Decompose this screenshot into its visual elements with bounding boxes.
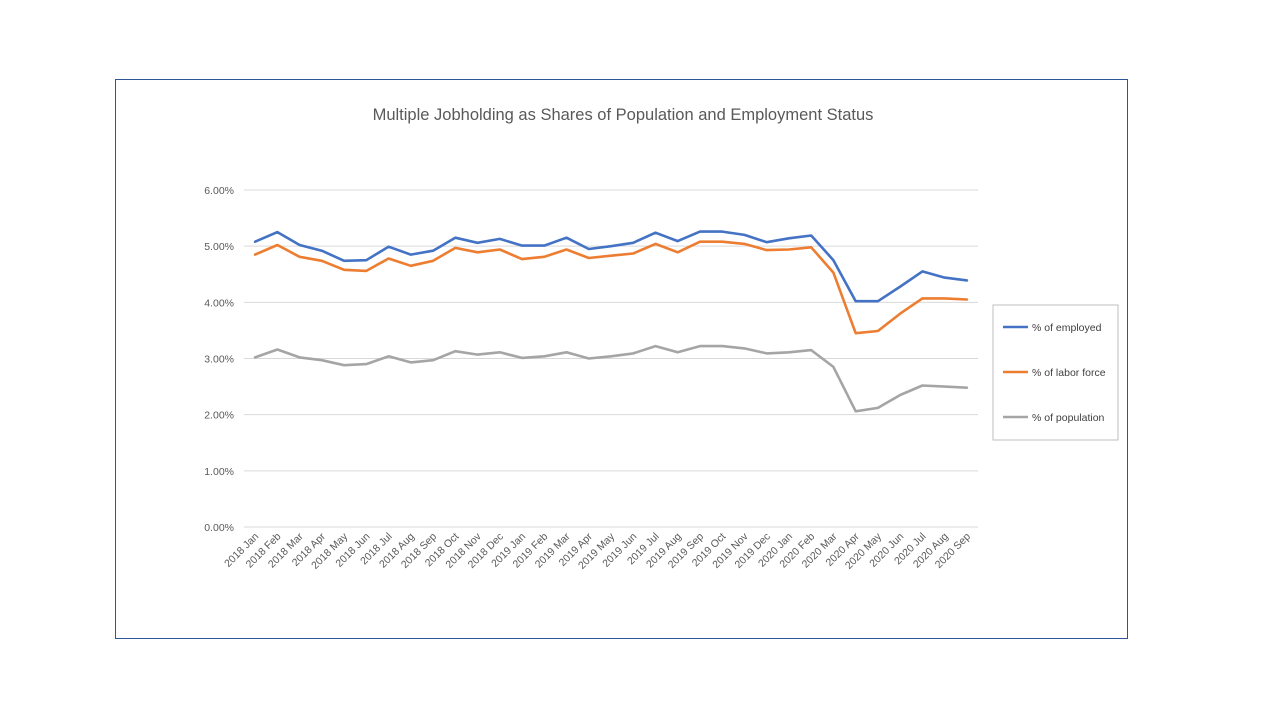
y-axis-ticks: 0.00% 1.00% 2.00% 3.00% 4.00% 5.00% 6.00% <box>204 185 234 534</box>
chart-frame: Multiple Jobholding as Shares of Populat… <box>115 79 1128 639</box>
y-tick-label: 0.00% <box>204 522 234 534</box>
series-lines <box>253 230 969 413</box>
y-tick-label: 4.00% <box>204 297 234 309</box>
y-tick-label: 2.00% <box>204 410 234 422</box>
line-chart: Multiple Jobholding as Shares of Populat… <box>204 106 1119 572</box>
y-tick-label: 1.00% <box>204 466 234 478</box>
legend-label: % of population <box>1032 412 1105 424</box>
chart-title: Multiple Jobholding as Shares of Populat… <box>373 106 874 124</box>
series-line-2 <box>253 344 969 413</box>
legend-label: % of labor force <box>1032 367 1106 379</box>
y-tick-label: 6.00% <box>204 185 234 197</box>
legend-label: % of employed <box>1032 322 1102 334</box>
legend: % of employed % of labor force % of popula… <box>992 304 1119 441</box>
series-line-1 <box>253 240 969 335</box>
series-line-0 <box>253 230 969 303</box>
gridlines <box>244 189 978 528</box>
y-tick-label: 3.00% <box>204 354 234 366</box>
y-tick-label: 5.00% <box>204 241 234 253</box>
